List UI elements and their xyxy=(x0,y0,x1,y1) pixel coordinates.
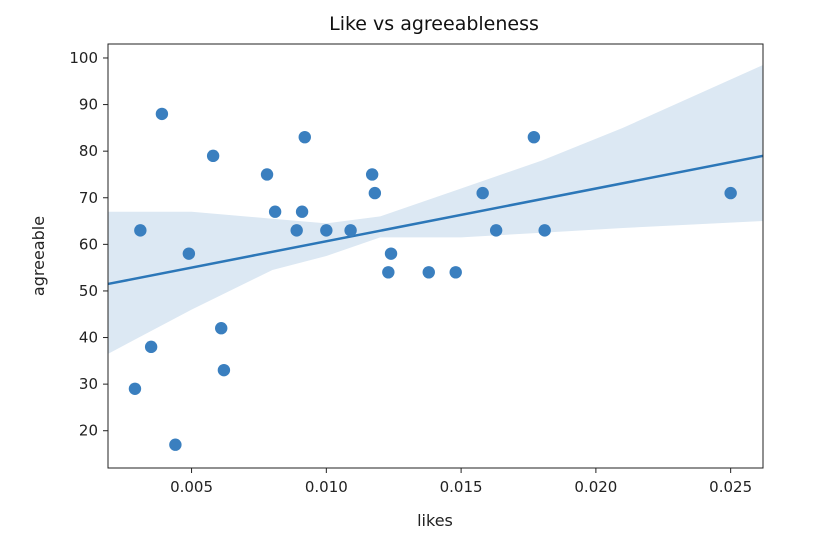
data-point xyxy=(144,340,158,354)
data-point xyxy=(422,266,435,279)
data-point xyxy=(268,205,282,218)
confidence-band xyxy=(108,64,763,354)
data-point xyxy=(155,107,169,121)
data-point xyxy=(295,205,309,218)
y-tick-label: 80 xyxy=(79,142,98,160)
data-point xyxy=(344,224,357,237)
y-tick-label: 100 xyxy=(69,49,98,67)
y-tick-label: 70 xyxy=(79,189,98,207)
data-point xyxy=(382,266,395,279)
y-axis-ticks: 20 30 40 50 60 70 80 90 100 xyxy=(69,49,108,440)
data-point xyxy=(449,266,462,279)
x-tick-label: 0.025 xyxy=(709,478,752,496)
confidence-band-layer xyxy=(108,64,763,354)
y-axis-label: agreeable xyxy=(29,216,48,296)
x-tick-label: 0.015 xyxy=(440,478,483,496)
x-axis-ticks: 0.005 0.010 0.015 0.020 0.025 xyxy=(170,468,752,496)
data-point xyxy=(538,224,551,237)
data-point xyxy=(290,224,303,237)
regression-line-layer xyxy=(107,154,764,286)
y-tick-label: 40 xyxy=(79,329,98,347)
data-point xyxy=(182,247,196,260)
data-point xyxy=(320,224,333,237)
data-point xyxy=(476,186,489,200)
data-point xyxy=(260,168,274,181)
x-tick-label: 0.020 xyxy=(574,478,617,496)
y-tick-label: 90 xyxy=(79,96,98,114)
plot-frame xyxy=(107,43,764,469)
data-point xyxy=(206,149,220,163)
data-point xyxy=(169,438,182,451)
data-point xyxy=(527,130,541,144)
chart-title: Like vs agreeableness xyxy=(329,13,539,35)
x-tick-label: 0.005 xyxy=(170,478,213,496)
y-tick-label: 30 xyxy=(79,375,98,393)
data-points-layer xyxy=(128,107,737,451)
y-tick-label: 60 xyxy=(79,235,98,253)
data-point xyxy=(217,363,231,377)
y-tick-label: 50 xyxy=(79,282,98,300)
data-point xyxy=(128,382,142,395)
data-point xyxy=(368,186,382,200)
x-tick-label: 0.010 xyxy=(305,478,348,496)
data-point xyxy=(724,186,737,200)
data-point xyxy=(298,130,311,144)
data-point xyxy=(489,224,503,237)
x-axis-label: likes xyxy=(417,511,453,530)
data-point xyxy=(134,224,147,237)
data-point xyxy=(215,322,228,335)
data-point xyxy=(384,247,398,260)
data-point xyxy=(365,168,379,181)
y-tick-label: 20 xyxy=(79,422,98,440)
regression-line xyxy=(107,154,764,286)
